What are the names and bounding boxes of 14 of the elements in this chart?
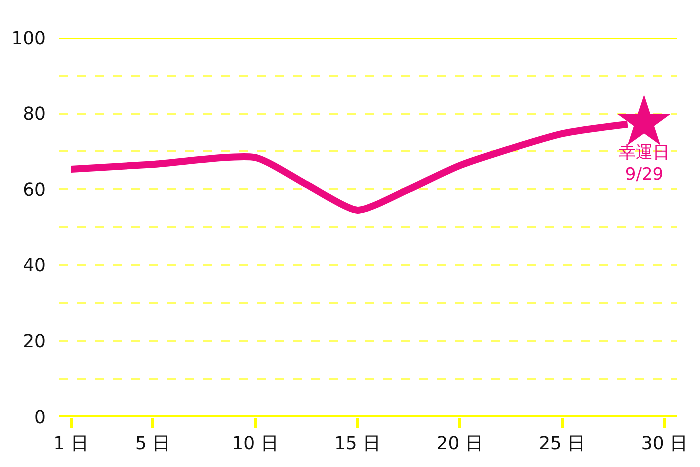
x-tick-label: 10 日 — [232, 434, 279, 455]
x-tick-label: 15 日 — [334, 434, 382, 455]
y-tick-label: 60 — [23, 180, 46, 201]
y-tick-label: 100 — [12, 28, 46, 50]
y-tick-label: 80 — [23, 104, 46, 126]
x-tick-label: 1 日 — [54, 434, 89, 455]
x-tick-label: 25 日 — [539, 434, 586, 455]
x-tick-label: 30 日 — [641, 434, 688, 455]
y-tick-label: 40 — [23, 256, 46, 277]
annotation: 幸運日 9/29 — [619, 143, 670, 186]
x-tick-label: 20 日 — [436, 434, 484, 455]
x-tick-label: 5 日 — [136, 434, 171, 455]
y-tick-label: 0 — [34, 407, 46, 428]
y-tick-label: 20 — [23, 332, 46, 352]
